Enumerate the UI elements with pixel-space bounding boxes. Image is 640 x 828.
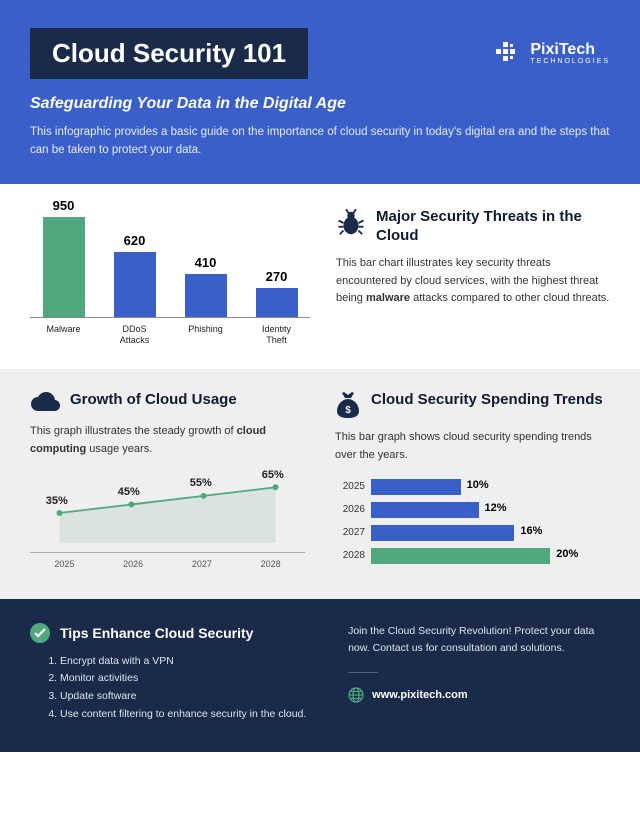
hbar-year: 2027 [335,527,371,538]
bar-value: 410 [195,255,217,270]
bar [114,252,156,317]
footer: Tips Enhance Cloud Security Encrypt data… [0,599,640,752]
tip-item: Monitor activities [60,670,318,688]
bar-malware: 950 [38,198,89,317]
spending-hbar-chart: 2025 10% 2026 12% 2027 16% 2028 [335,479,610,564]
hbar [371,502,479,518]
threats-bar-chart: 950 620 410 270 MalwareDDoSAttacksPhishi… [30,208,310,346]
bar-label: Malware [38,324,89,346]
title-box: Cloud Security 101 [30,28,308,79]
check-circle-icon [30,623,50,643]
bar-label: IdentityTheft [251,324,302,346]
tip-item: Use content filtering to enhance securit… [60,706,318,724]
hbar-year: 2025 [335,481,371,492]
bar-phishing: 410 [180,255,231,317]
hbar-year: 2026 [335,504,371,515]
growth-body: This graph illustrates the steady growth… [30,423,305,458]
cta-text: Join the Cloud Security Revolution! Prot… [348,623,610,659]
cta-divider [348,672,378,673]
bar-identity-theft: 270 [251,269,302,316]
bar [256,288,298,316]
hbar-value: 12% [485,502,507,514]
tip-item: Update software [60,688,318,706]
hbar-value: 20% [556,548,578,560]
bar-value: 620 [124,233,146,248]
threats-section: 950 620 410 270 Malware DDoSAttacks Phishi… [0,184,640,370]
spending-title: Cloud Security Spending Trends [371,391,603,410]
hbar-year: 2028 [335,550,371,561]
bar [43,217,85,317]
hbar-value: 10% [467,479,489,491]
cta-url: www.pixitech.com [372,689,468,701]
line-year-label: 2025 [30,559,99,569]
tip-item: Encrypt data with a VPN [60,653,318,671]
header: Cloud Security 101 PixiTech TECHNOLOGIES… [0,0,640,184]
logo: PixiTech TECHNOLOGIES [496,41,610,67]
bar-value: 950 [53,198,75,213]
hbar-row-2028: 2028 20% [335,548,610,564]
tips-block: Tips Enhance Cloud Security Encrypt data… [30,623,318,724]
bar-ddos-attacks: 620 [109,233,160,317]
money-bag-icon: $ [335,391,361,419]
line-value-label: 55% [190,477,212,489]
line-year-label: 2026 [99,559,168,569]
spending-body: This bar graph shows cloud security spen… [335,429,610,464]
hbar-row-2027: 2027 16% [335,525,610,541]
growth-column: Growth of Cloud Usage This graph illustr… [30,391,305,572]
cta-url-row: www.pixitech.com [348,687,610,703]
tips-list: Encrypt data with a VPNMonitor activitie… [30,653,318,724]
subtitle: Safeguarding Your Data in the Digital Ag… [30,95,610,113]
bar-value: 270 [266,269,288,284]
hbar [371,525,514,541]
logo-icon [496,41,522,67]
line-year-label: 2027 [168,559,237,569]
page-title: Cloud Security 101 [52,38,286,69]
hbar-track: 16% [371,525,610,541]
tips-title: Tips Enhance Cloud Security [60,625,253,641]
hbar-row-2026: 2026 12% [335,502,610,518]
bar-label: DDoSAttacks [109,324,160,346]
intro-text: This infographic provides a basic guide … [30,123,610,160]
line-year-label: 2028 [236,559,305,569]
bug-icon [336,208,366,238]
globe-icon [348,687,364,703]
cloud-icon [30,391,60,413]
title-row: Cloud Security 101 PixiTech TECHNOLOGIES [30,28,610,79]
hbar-value: 16% [520,525,542,537]
line-value-label: 45% [118,486,140,498]
trends-section: Growth of Cloud Usage This graph illustr… [0,369,640,598]
cta-block: Join the Cloud Security Revolution! Prot… [348,623,610,724]
line-value-label: 35% [46,495,68,507]
growth-line-chart: 35%45%55%65% 2025202620272028 [30,473,305,573]
threats-title: Major Security Threats in the Cloud [376,208,610,246]
bar [185,274,227,317]
svg-text:$: $ [345,405,351,416]
growth-title: Growth of Cloud Usage [70,391,237,410]
threats-body: This bar chart illustrates key security … [336,255,610,308]
threats-description: Major Security Threats in the Cloud This… [336,208,610,346]
hbar-row-2025: 2025 10% [335,479,610,495]
hbar-track: 12% [371,502,610,518]
hbar-track: 10% [371,479,610,495]
logo-subtitle: TECHNOLOGIES [530,58,610,65]
spending-column: $ Cloud Security Spending Trends This ba… [335,391,610,572]
line-value-label: 65% [262,469,284,481]
hbar-track: 20% [371,548,610,564]
hbar [371,479,461,495]
bar-label: Phishing [180,324,231,346]
logo-name: PixiTech [530,42,610,58]
hbar [371,548,550,564]
